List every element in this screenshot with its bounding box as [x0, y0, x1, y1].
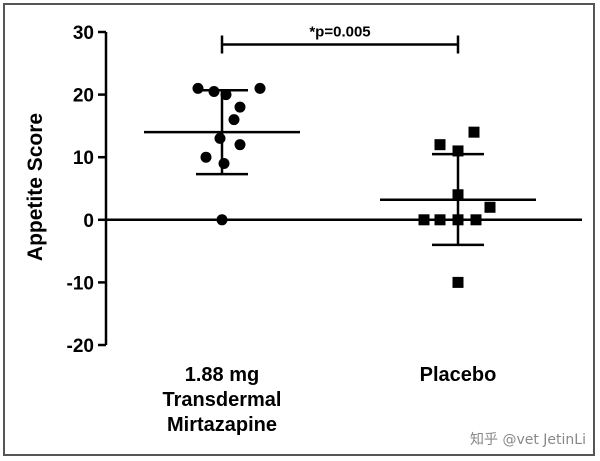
data-point: [234, 101, 246, 113]
y-tick-label: 20: [73, 86, 94, 107]
data-point: [418, 214, 430, 226]
data-point: [484, 201, 496, 213]
data-point: [216, 214, 228, 226]
y-tick-label: 10: [73, 148, 94, 169]
significance-label: *p=0.005: [309, 24, 370, 41]
data-point: [234, 139, 246, 151]
data-point: [434, 139, 446, 151]
data-point: [254, 82, 266, 94]
data-point: [470, 214, 482, 226]
data-point: [214, 132, 226, 144]
data-point: [220, 89, 232, 101]
y-tick-label: -20: [67, 336, 94, 357]
y-tick-label: -10: [67, 273, 94, 294]
data-point: [452, 145, 464, 157]
data-point: [452, 276, 464, 288]
category-label: Placebo: [420, 364, 497, 386]
data-point: [452, 214, 464, 226]
category-label: 1.88 mg Transdermal Mirtazapine: [163, 364, 282, 436]
data-point: [200, 151, 212, 163]
y-axis-label: Appetite Score: [24, 113, 47, 261]
data-point: [192, 82, 204, 94]
data-point: [228, 114, 240, 126]
data-point: [208, 85, 220, 97]
watermark: 知乎 @vet JetinLi: [470, 432, 586, 448]
data-point: [434, 214, 446, 226]
y-tick-label: 0: [83, 211, 94, 232]
data-point: [468, 126, 480, 138]
data-point: [452, 189, 464, 201]
data-point: [218, 157, 230, 169]
chart-frame: [3, 3, 595, 456]
y-tick-label: 30: [73, 23, 94, 44]
